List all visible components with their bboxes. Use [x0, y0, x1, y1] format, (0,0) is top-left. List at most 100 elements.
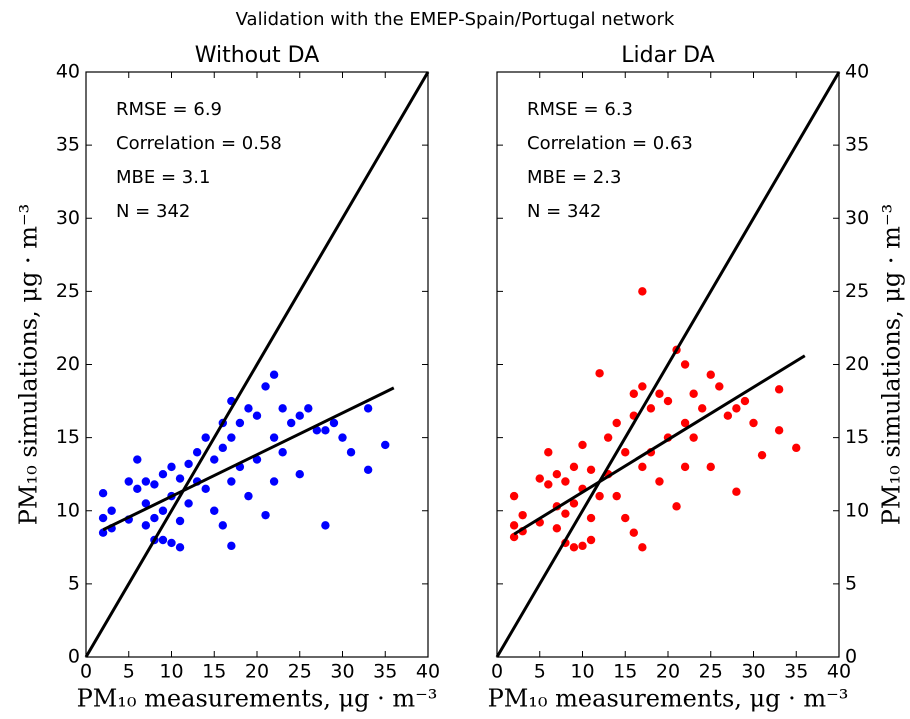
- point: [158, 506, 168, 515]
- y-tick-label: 30: [845, 207, 869, 229]
- point: [680, 462, 690, 472]
- point: [287, 418, 296, 428]
- y-tick-label: 25: [56, 280, 80, 302]
- point: [381, 440, 390, 450]
- point: [595, 491, 604, 501]
- x-tick-label: 10: [159, 661, 183, 683]
- point: [184, 499, 193, 508]
- point: [638, 543, 647, 552]
- x-tick-label: 20: [245, 661, 269, 683]
- x-tick-label: 30: [741, 661, 765, 683]
- point: [569, 462, 579, 472]
- y-tick-label: 15: [845, 426, 869, 448]
- point: [629, 528, 638, 537]
- x-tick-label: 5: [123, 661, 135, 683]
- point: [278, 448, 287, 457]
- x-tick-label: 0: [491, 661, 503, 683]
- point: [757, 450, 767, 460]
- point: [192, 448, 202, 457]
- point: [312, 426, 322, 435]
- point: [269, 433, 279, 442]
- y-tick-label: 15: [56, 426, 80, 448]
- stat-annotation: N = 342: [527, 201, 601, 222]
- point: [792, 443, 801, 453]
- point: [544, 448, 553, 457]
- point: [680, 418, 690, 428]
- point: [509, 491, 519, 501]
- point: [141, 499, 151, 508]
- point: [150, 513, 159, 523]
- point: [706, 370, 715, 379]
- point: [329, 418, 339, 428]
- point: [269, 477, 279, 486]
- y-tick-label: 10: [56, 499, 80, 521]
- point: [578, 440, 587, 450]
- point: [672, 502, 681, 511]
- point: [732, 404, 741, 413]
- point: [184, 459, 193, 469]
- point: [561, 477, 570, 486]
- point: [158, 535, 168, 545]
- point: [363, 465, 373, 474]
- point: [552, 469, 562, 479]
- point: [158, 469, 168, 479]
- point: [698, 404, 707, 413]
- point: [218, 443, 227, 453]
- point: [621, 513, 630, 523]
- fit-line: [513, 354, 806, 536]
- point: [304, 404, 313, 413]
- point: [150, 480, 159, 489]
- point: [586, 513, 596, 523]
- stat-annotation: MBE = 3.1: [116, 167, 210, 188]
- point: [227, 477, 236, 486]
- point: [723, 411, 733, 420]
- point: [569, 543, 579, 552]
- point: [269, 370, 279, 379]
- y-tick-label: 10: [845, 499, 869, 521]
- figure-title: Validation with the EMEP-Spain/Portugal …: [236, 9, 675, 30]
- point: [621, 448, 630, 457]
- point: [689, 433, 698, 442]
- point: [175, 474, 185, 483]
- x-axis-label: PM₁₀ measurements, μg · m⁻³: [77, 685, 438, 713]
- point: [363, 404, 373, 413]
- point: [509, 532, 519, 542]
- fit-line: [102, 386, 395, 532]
- point: [210, 455, 219, 464]
- y-tick-label: 25: [845, 280, 869, 302]
- stat-annotation: RMSE = 6.9: [116, 99, 222, 120]
- point: [107, 506, 116, 515]
- point: [655, 477, 664, 486]
- point: [218, 521, 227, 530]
- point: [244, 404, 253, 413]
- point: [715, 382, 724, 391]
- y-axis-label: PM₁₀ simulations, μg · m⁻³: [15, 204, 43, 525]
- point: [167, 462, 176, 472]
- point: [629, 389, 638, 398]
- point: [638, 382, 647, 391]
- point: [638, 287, 647, 296]
- point: [535, 474, 544, 483]
- panel-title: Without DA: [195, 43, 320, 68]
- x-tick-label: 15: [202, 661, 226, 683]
- point: [612, 491, 621, 501]
- y-axis-label: PM₁₀ simulations, μg · m⁻³: [878, 204, 906, 525]
- point: [603, 433, 613, 442]
- point: [133, 455, 142, 464]
- point: [646, 404, 656, 413]
- panel-title: Lidar DA: [621, 43, 714, 68]
- point: [175, 516, 185, 526]
- point: [518, 510, 527, 520]
- y-tick-label: 30: [56, 207, 80, 229]
- point: [141, 521, 151, 530]
- y-tick-label: 35: [845, 134, 869, 156]
- point: [210, 506, 219, 515]
- x-tick-label: 15: [613, 661, 637, 683]
- x-tick-label: 25: [288, 661, 312, 683]
- point: [201, 433, 210, 442]
- point: [124, 477, 133, 486]
- point: [98, 528, 108, 537]
- point: [227, 541, 236, 551]
- point: [569, 499, 579, 508]
